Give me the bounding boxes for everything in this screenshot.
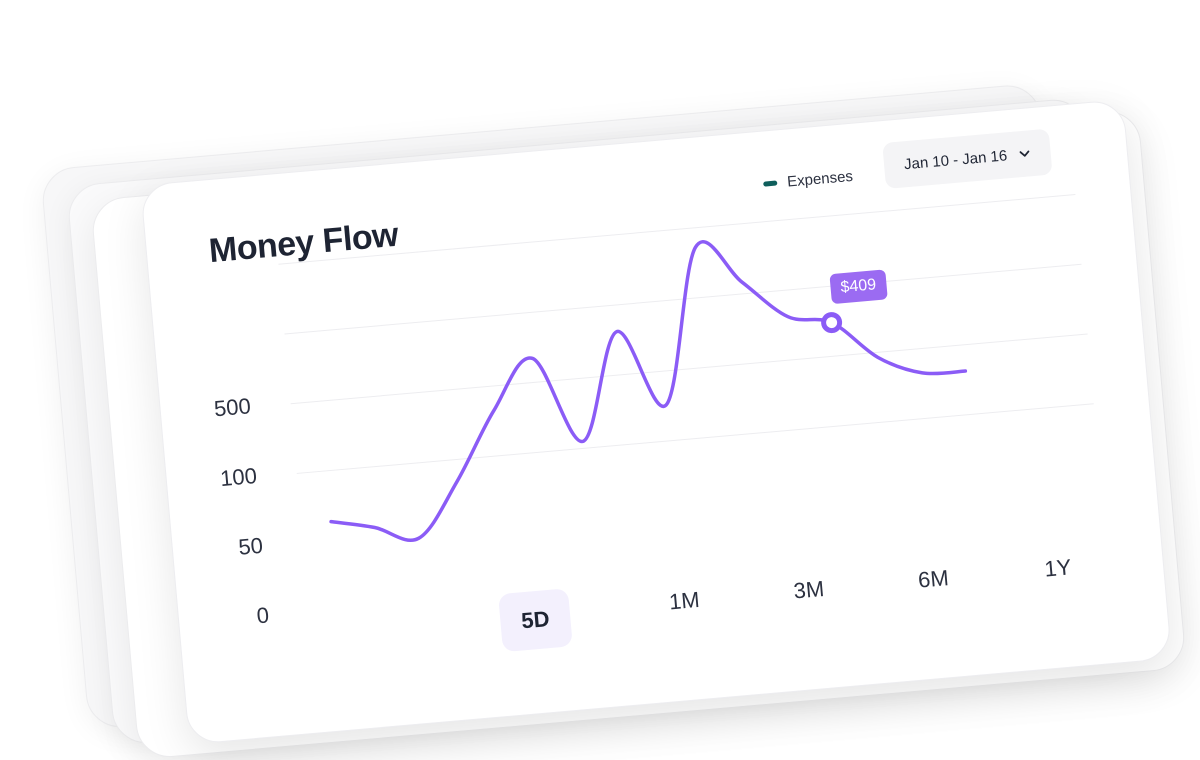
grid-line [290, 333, 1088, 405]
date-range-dropdown[interactable]: Jan 10 - Jan 16 [882, 128, 1053, 189]
highlight-point[interactable] [821, 312, 843, 334]
money-flow-card: Money Flow Expenses Jan 10 - Jan 16 0 50… [140, 98, 1173, 745]
expenses-line [329, 240, 968, 542]
expenses-chart [278, 194, 1094, 542]
period-tab-5d[interactable]: 5D [498, 588, 573, 653]
chevron-down-icon [1019, 150, 1030, 157]
grid-line [296, 403, 1094, 474]
value-tooltip: $409 [829, 269, 888, 305]
grid-line [278, 194, 1076, 265]
